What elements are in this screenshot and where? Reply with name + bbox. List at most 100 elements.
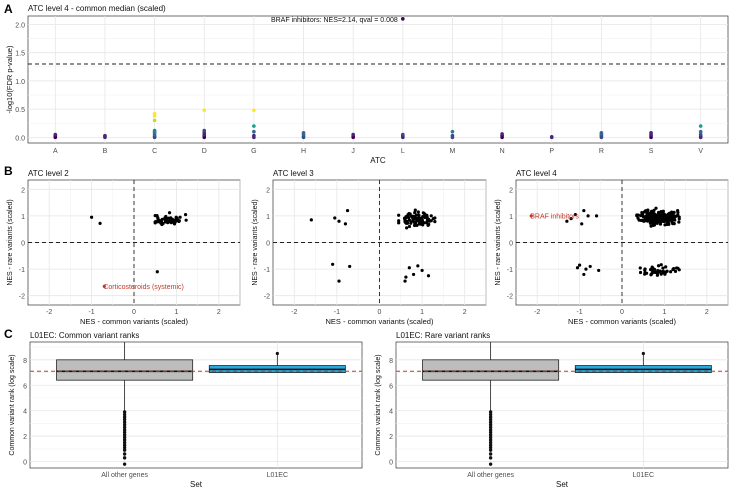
scatter-point <box>155 270 159 274</box>
box-xtick-label: L01EC <box>633 472 654 479</box>
scatter-title: ATC level 4 <box>516 169 557 178</box>
panel-a-point <box>202 108 207 113</box>
scatter-point <box>333 216 337 220</box>
box-outlier-point <box>122 456 127 460</box>
panel-a-point <box>450 133 455 138</box>
scatter-point <box>153 214 157 218</box>
scatter-point <box>420 268 424 273</box>
scatter-point <box>582 208 586 213</box>
scatter-point <box>90 215 94 219</box>
scatter-ylabel: NES - rare variants (scaled) <box>252 199 259 285</box>
scatter-ytick-label: -1 <box>507 267 513 274</box>
panel-a-xtick-label: V <box>698 148 703 155</box>
scatter-point <box>183 213 188 217</box>
scatter-point <box>671 217 675 221</box>
scatter-ytick-label: 1 <box>509 214 513 221</box>
panel-letter-a: A <box>4 2 13 16</box>
panel-a-point <box>351 132 355 137</box>
scatter-xtick-label: -1 <box>88 309 94 316</box>
scatter-ylabel: NES - rare variants (scaled) <box>495 199 502 285</box>
scatter-point <box>586 214 590 218</box>
scatter-point <box>163 220 168 224</box>
scatter-point <box>309 218 313 222</box>
scatter-ytick-label: -2 <box>19 294 25 301</box>
scatter-point <box>433 220 437 224</box>
box-outlier-point <box>488 420 493 424</box>
box-xtick-label: All other genes <box>101 472 148 479</box>
panel-a-ytick-label: 1.0 <box>15 79 25 86</box>
panel-a-xtick-label: R <box>599 148 604 155</box>
scatter-point <box>424 221 429 225</box>
panel-c2-chart: 0 2 4 6 8 All other genes L01EC L01EC: Rare var… <box>375 331 729 489</box>
panel-a-point <box>252 124 256 128</box>
panel-a-xtick-label: C <box>152 148 157 155</box>
scatter-point <box>588 264 592 269</box>
box-xtick-label: All other genes <box>467 472 514 479</box>
scatter-xlabel: NES - common variants (scaled) <box>326 317 434 326</box>
scatter-point <box>594 214 599 218</box>
scatter-point <box>337 219 341 223</box>
panel-c1-chart: 0 2 4 6 8 All other genes L01EC L01EC: Common v… <box>9 331 363 489</box>
scatter-point <box>348 264 352 269</box>
scatter-point <box>184 218 188 222</box>
box-outlier-point <box>488 456 493 460</box>
scatter-point <box>663 270 667 275</box>
panel-letter-b: B <box>4 164 13 178</box>
scatter-point <box>664 265 668 269</box>
panel-a-xtick-label: G <box>251 148 256 155</box>
panel-a-point <box>152 118 157 123</box>
scatter-point <box>664 214 668 218</box>
scatter-point <box>654 215 658 219</box>
scatter-point <box>661 266 665 270</box>
box-ytick-label: 6 <box>23 383 27 390</box>
scatter-point <box>404 215 408 219</box>
scatter-point <box>578 263 582 267</box>
panel-a-point <box>301 131 306 135</box>
box-outlier-point <box>488 428 493 432</box>
scatter-point <box>98 221 102 225</box>
scatter-point <box>167 211 172 215</box>
scatter-point <box>565 219 569 223</box>
panel-a-ytick-label: 2.0 <box>15 22 25 29</box>
scatter-xtick-label: -2 <box>534 309 540 316</box>
scatter-point <box>161 221 165 226</box>
scatter-xtick-label: 2 <box>463 309 467 316</box>
box-outlier-point <box>488 448 493 452</box>
box-outlier-point <box>488 417 493 422</box>
box-outlier-point <box>122 438 127 442</box>
scatter-point <box>573 212 577 217</box>
panel-a-point <box>252 108 256 113</box>
scatter-point <box>667 222 671 226</box>
panel-a-point <box>649 131 653 135</box>
panel-a-xtick-label: P <box>549 148 554 155</box>
scatter-point <box>646 209 650 213</box>
scatter-point <box>580 222 584 226</box>
scatter-xlabel: NES - common variants (scaled) <box>80 317 188 326</box>
scatter-point <box>652 223 657 227</box>
scatter-point <box>676 266 680 270</box>
scatter-xtick-label: -1 <box>576 309 582 316</box>
box-outlier-point <box>122 415 127 419</box>
scatter-ytick-label: -1 <box>19 267 25 274</box>
box-outlier-point <box>122 428 127 432</box>
scatter-point <box>658 269 662 273</box>
scatter-point <box>426 219 430 223</box>
scatter-point <box>413 210 417 215</box>
scatter-point <box>641 214 645 218</box>
box-outlier-point <box>122 433 127 437</box>
scatter-point <box>635 214 639 218</box>
scatter-point <box>397 213 401 217</box>
scatter-point <box>343 222 348 226</box>
box-xtick-label: L01EC <box>267 472 288 479</box>
scatter-point <box>661 211 665 216</box>
scatter-point <box>413 215 417 219</box>
box-all-other-genes <box>422 359 560 381</box>
scatter-xtick-label: 0 <box>378 309 382 316</box>
box-outlier-point <box>122 462 127 466</box>
scatter-point <box>645 214 649 218</box>
box-outlier-point <box>488 425 493 429</box>
scatter-point <box>421 214 425 219</box>
scatter-point <box>658 222 663 226</box>
scatter-point <box>673 214 677 218</box>
